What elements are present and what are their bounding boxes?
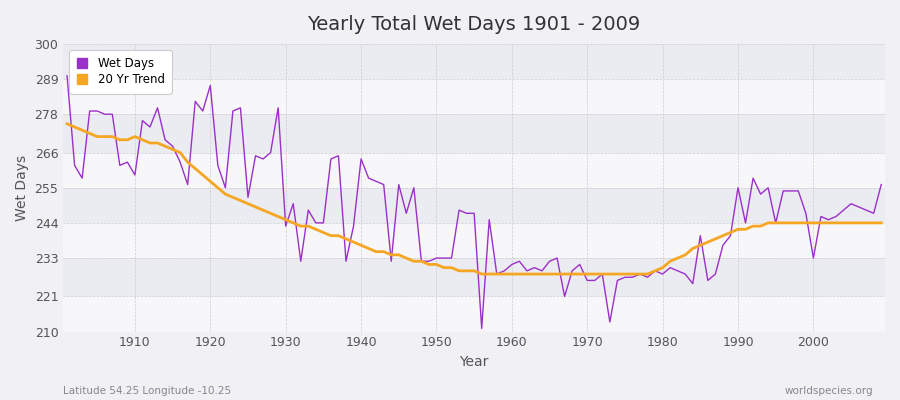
20 Yr Trend: [62, 122, 73, 126]
Text: worldspecies.org: worldspecies.org: [785, 386, 873, 396]
Wet Days: [122, 160, 133, 164]
Bar: [63, 296, 885, 332]
20 Yr Trend: [605, 272, 616, 276]
Wet Days: [876, 182, 886, 187]
20 Yr Trend: [507, 272, 517, 276]
Wet Days: [333, 153, 344, 158]
X-axis label: Year: Year: [460, 355, 489, 369]
Bar: [63, 114, 885, 152]
Text: Latitude 54.25 Longitude -10.25: Latitude 54.25 Longitude -10.25: [63, 386, 231, 396]
Bar: [63, 79, 885, 114]
Bar: [63, 223, 885, 258]
Legend: Wet Days, 20 Yr Trend: Wet Days, 20 Yr Trend: [69, 50, 172, 94]
Bar: [63, 152, 885, 188]
Wet Days: [514, 259, 525, 264]
Wet Days: [507, 262, 517, 267]
Y-axis label: Wet Days: Wet Days: [15, 155, 29, 221]
20 Yr Trend: [122, 137, 133, 142]
Line: 20 Yr Trend: 20 Yr Trend: [68, 124, 881, 274]
20 Yr Trend: [476, 272, 487, 276]
Wet Days: [476, 326, 487, 331]
20 Yr Trend: [333, 233, 344, 238]
Wet Days: [605, 320, 616, 324]
Title: Yearly Total Wet Days 1901 - 2009: Yearly Total Wet Days 1901 - 2009: [308, 15, 641, 34]
Wet Days: [62, 74, 73, 78]
Wet Days: [288, 201, 299, 206]
Bar: [63, 258, 885, 296]
20 Yr Trend: [288, 220, 299, 225]
20 Yr Trend: [514, 272, 525, 276]
Line: Wet Days: Wet Days: [68, 76, 881, 328]
20 Yr Trend: [876, 220, 886, 225]
Bar: [63, 188, 885, 223]
Bar: [63, 44, 885, 79]
